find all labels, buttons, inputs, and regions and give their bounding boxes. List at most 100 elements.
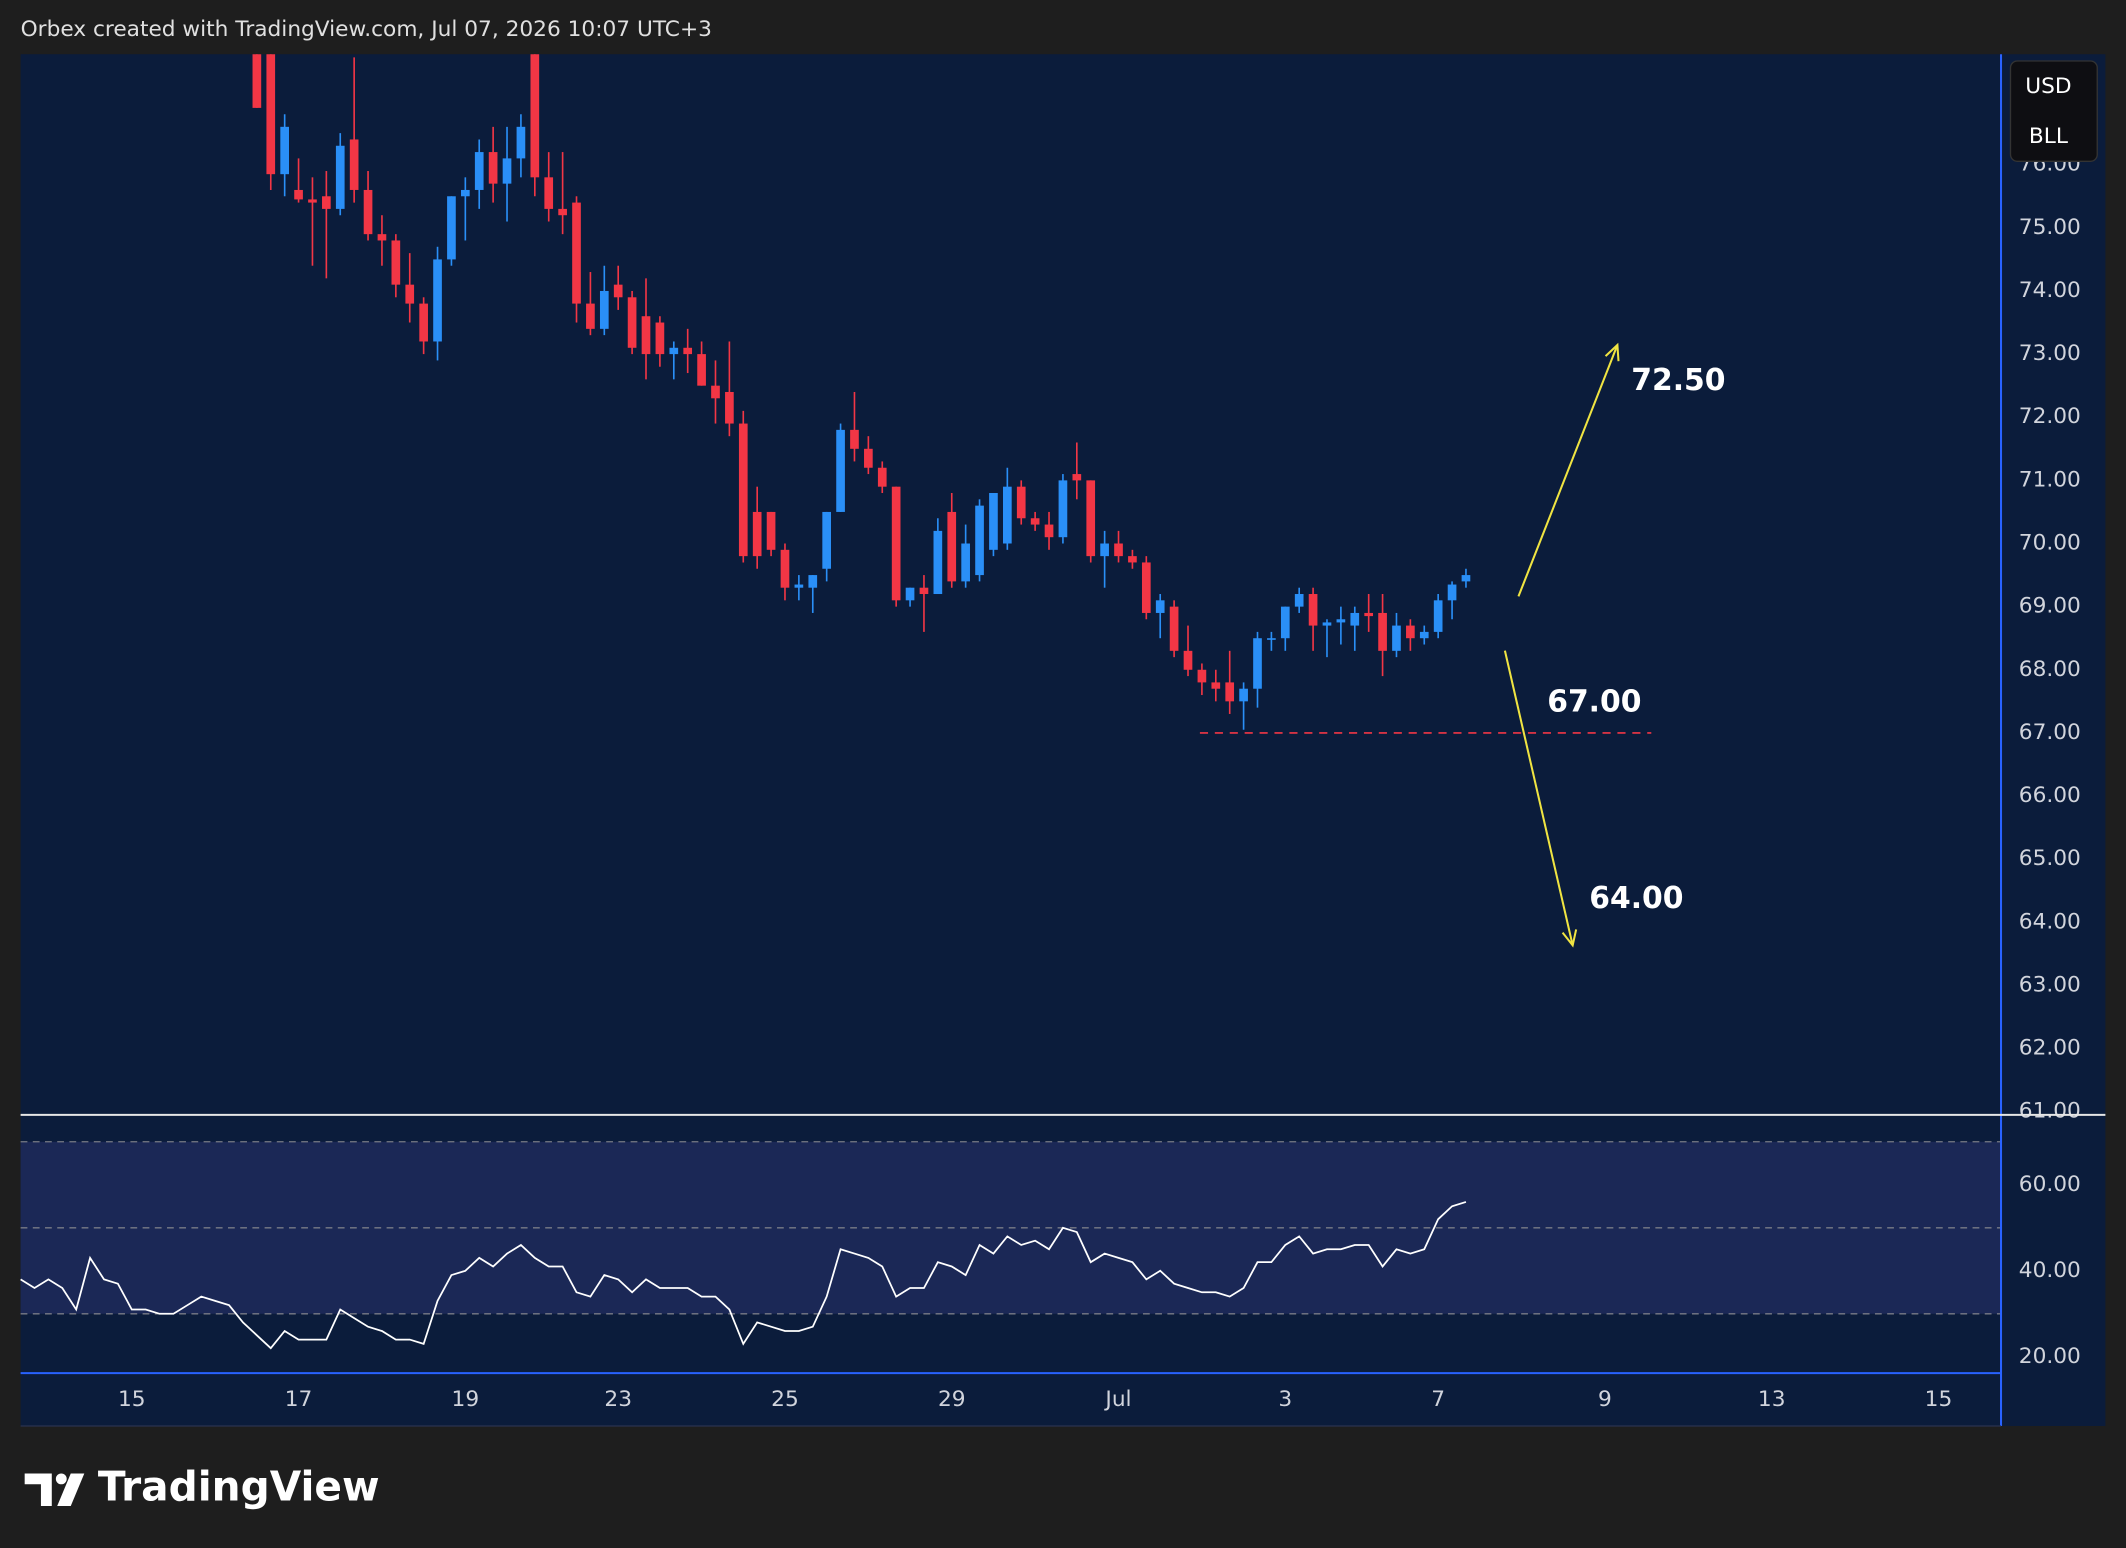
candle-body: [1141, 562, 1151, 613]
candle-body: [419, 303, 428, 342]
candle-body: [822, 511, 832, 569]
candle-body: [502, 158, 512, 184]
candle-body: [1016, 486, 1026, 519]
candle-body: [405, 284, 415, 304]
footer-logo: TradingView: [24, 1463, 380, 1511]
arrow: [1517, 344, 1619, 597]
candle-body: [794, 584, 804, 588]
candle-body: [738, 423, 748, 557]
candle-body: [1267, 638, 1276, 640]
y-tick-label: 67.00: [2019, 720, 2081, 745]
candle-body: [266, 54, 276, 175]
candle-body: [919, 587, 929, 595]
candle-body: [1128, 556, 1137, 563]
candle-body: [488, 152, 498, 184]
y-tick-label: 75.00: [2019, 215, 2081, 240]
candle-body: [627, 297, 637, 348]
header: Orbex created with TradingView.com, Jul …: [21, 17, 712, 42]
candle-body: [850, 429, 859, 449]
arrow: [1503, 650, 1574, 946]
candle-body: [1461, 575, 1471, 582]
x-tick-label: 15: [118, 1387, 146, 1412]
candle-body: [1239, 688, 1248, 702]
candle-body: [1294, 594, 1304, 607]
candle-body: [1225, 682, 1235, 702]
candle-body: [669, 347, 679, 355]
y-tick-label: 68.00: [2019, 657, 2081, 682]
y-tick-label: 74.00: [2019, 278, 2081, 303]
candle-body: [933, 530, 943, 595]
currency: USD: [2025, 74, 2071, 99]
candle-body: [1183, 650, 1193, 670]
unit: BLL: [2029, 124, 2068, 149]
x-tick-label: Jul: [1103, 1387, 1131, 1412]
candle-body: [1350, 612, 1360, 626]
rsi-tick-label: 20.00: [2019, 1344, 2081, 1369]
candle-body: [530, 54, 540, 178]
candle-body: [1433, 600, 1443, 632]
axes: 61.00 62.00 63.00 64.00 65.00 66.00 67.00 68.00…: [118, 152, 2081, 1413]
candle-body: [1114, 543, 1123, 557]
candle-body: [586, 303, 595, 329]
logo-mark: [55, 1473, 67, 1485]
candle-body: [697, 354, 706, 386]
x-tick-label: 17: [285, 1387, 313, 1412]
candle-body: [1392, 625, 1401, 651]
candle-body: [447, 196, 456, 260]
annotation-label: 64.00: [1589, 881, 1683, 916]
y-tick-label: 62.00: [2019, 1036, 2081, 1061]
candle-body: [1378, 612, 1387, 651]
candle-body: [613, 284, 623, 298]
candle-body: [905, 587, 915, 601]
candle-body: [433, 259, 442, 342]
candle-body: [641, 316, 651, 355]
candle-body: [1100, 543, 1109, 557]
candle-body: [1419, 631, 1429, 639]
price-pane: 72.50 64.00 67.00: [252, 54, 1726, 948]
candle-body: [1447, 584, 1457, 601]
x-tick-label: 3: [1278, 1387, 1292, 1412]
x-tick-label: 13: [1758, 1387, 1786, 1412]
candle-body: [1044, 524, 1054, 538]
rsi-tick-label: 40.00: [2019, 1258, 2081, 1283]
candle-body: [544, 177, 554, 209]
candle-body: [947, 511, 957, 582]
candle-body: [558, 208, 567, 216]
candle-body: [877, 467, 887, 487]
x-tick-label: 25: [771, 1387, 799, 1412]
candle-body: [683, 347, 693, 355]
candle-body: [808, 575, 818, 588]
logo-mark: [24, 1473, 52, 1506]
x-tick-label: 15: [1925, 1387, 1953, 1412]
y-tick-label: 70.00: [2019, 531, 2081, 556]
candle-body: [711, 385, 720, 399]
y-tick-label: 71.00: [2019, 467, 2081, 492]
candle-body: [725, 391, 734, 424]
candle-body: [780, 549, 790, 588]
annotation-label: 67.00: [1547, 685, 1641, 720]
candle-body: [1308, 594, 1318, 626]
candle-body: [1058, 480, 1068, 538]
candle-body: [322, 196, 331, 209]
candle-body: [1253, 638, 1262, 689]
y-tick-label: 69.00: [2019, 594, 2081, 619]
candle-body: [1197, 669, 1207, 683]
candle-body: [335, 145, 345, 209]
candle-body: [294, 189, 303, 200]
y-tick-label: 61.00: [2019, 1099, 2081, 1124]
candle-body: [1211, 682, 1221, 689]
candle-body: [864, 448, 873, 468]
candle-body: [280, 126, 289, 175]
candle-body: [752, 511, 762, 557]
rsi-pane: [20, 1141, 2002, 1350]
y-tick-label: 64.00: [2019, 909, 2081, 934]
candle-body: [516, 126, 526, 159]
candle-body: [252, 54, 262, 108]
candle-body: [1030, 518, 1040, 525]
currency-box: USD BLL: [2009, 60, 2098, 162]
arrow-head: [1561, 929, 1578, 948]
arrow-head: [1604, 342, 1620, 362]
x-tick-label: 19: [452, 1387, 480, 1412]
